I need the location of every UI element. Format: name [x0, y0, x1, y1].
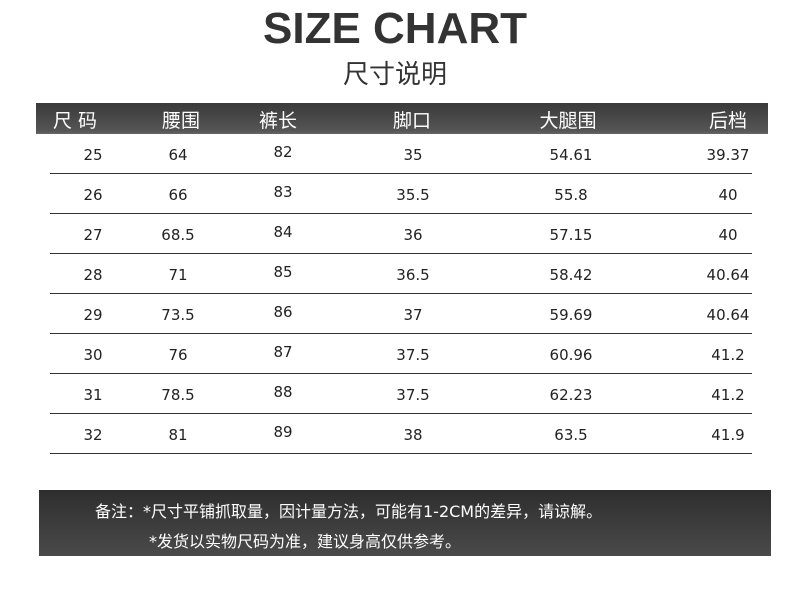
note-line-1: 备注：*尺寸平铺抓取量，因计量方法，可能有1-2CM的差异，请谅解。 [95, 502, 603, 521]
table-row: 30 76 87 37.5 60.96 41.2 [0, 334, 790, 374]
table-cell: 26 [83, 186, 103, 204]
table-cell: 39.37 [706, 146, 750, 164]
table-cell: 73.5 [161, 306, 195, 324]
table-cell: 37.5 [396, 386, 430, 404]
row-divider [50, 333, 752, 334]
row-divider [50, 253, 752, 254]
row-divider [50, 213, 752, 214]
table-cell: 57.15 [549, 226, 593, 244]
table-cell: 29 [83, 306, 103, 324]
table-cell: 40.64 [706, 306, 750, 324]
table-cell: 40 [718, 226, 738, 244]
table-cell: 35.5 [396, 186, 430, 204]
table-cell: 88 [273, 383, 293, 401]
table-cell: 30 [83, 346, 103, 364]
table-header: 尺 码 腰围 裤长 脚口 大腿围 后档 [36, 103, 768, 134]
table-row: 29 73.5 86 37 59.69 40.64 [0, 294, 790, 334]
table-cell: 54.61 [549, 146, 593, 164]
table-cell: 38 [403, 426, 423, 444]
note-line-2: *发货以实物尺码为准，建议身高仅供参考。 [149, 532, 462, 551]
table-row: 26 66 83 35.5 55.8 40 [0, 174, 790, 214]
table-cell: 59.69 [549, 306, 593, 324]
table-cell: 85 [273, 263, 293, 281]
table-cell: 41.2 [711, 386, 745, 404]
page-title: SIZE CHART [263, 4, 527, 53]
table-cell: 37 [403, 306, 423, 324]
column-header: 腰围 [161, 110, 201, 132]
table-row: 28 71 85 36.5 58.42 40.64 [0, 254, 790, 294]
table-cell: 40 [718, 186, 738, 204]
table-cell: 36.5 [396, 266, 430, 284]
table-cell: 35 [403, 146, 423, 164]
table-cell: 84 [273, 223, 293, 241]
table-cell: 58.42 [549, 266, 593, 284]
table-cell: 55.8 [554, 186, 588, 204]
table-row: 31 78.5 88 37.5 62.23 41.2 [0, 374, 790, 414]
table-row: 32 81 89 38 63.5 41.9 [0, 414, 790, 454]
table-cell: 82 [273, 143, 293, 161]
table-cell: 81 [168, 426, 188, 444]
table-cell: 83 [273, 183, 293, 201]
table-cell: 31 [83, 386, 103, 404]
table-cell: 87 [273, 343, 293, 361]
row-divider [50, 173, 752, 174]
table-cell: 36 [403, 226, 423, 244]
table-cell: 28 [83, 266, 103, 284]
table-cell: 32 [83, 426, 103, 444]
table-cell: 86 [273, 303, 293, 321]
table-cell: 37.5 [396, 346, 430, 364]
column-header: 后档 [708, 110, 748, 132]
table-cell: 76 [168, 346, 188, 364]
row-divider [50, 453, 752, 454]
column-header: 裤长 [258, 110, 298, 132]
table-cell: 64 [168, 146, 188, 164]
page-subtitle: 尺寸说明 [342, 60, 447, 90]
table-cell: 41.2 [711, 346, 745, 364]
row-divider [50, 373, 752, 374]
table-cell: 66 [168, 186, 188, 204]
table-cell: 78.5 [161, 386, 195, 404]
row-divider [50, 293, 752, 294]
column-header: 脚口 [392, 110, 432, 132]
table-cell: 68.5 [161, 226, 195, 244]
notes-box: 备注：*尺寸平铺抓取量，因计量方法，可能有1-2CM的差异，请谅解。 *发货以实… [39, 490, 771, 556]
table-cell: 60.96 [549, 346, 593, 364]
table-cell: 71 [168, 266, 188, 284]
table-cell: 62.23 [549, 386, 593, 404]
column-header: 大腿围 [539, 110, 597, 132]
column-header: 尺 码 [52, 110, 98, 132]
table-row: 27 68.5 84 36 57.15 40 [0, 214, 790, 254]
table-row: 25 64 82 35 54.61 39.37 [0, 134, 790, 174]
table-cell: 41.9 [711, 426, 745, 444]
row-divider [50, 413, 752, 414]
table-cell: 89 [273, 423, 293, 441]
table-cell: 40.64 [706, 266, 750, 284]
table-cell: 27 [83, 226, 103, 244]
table-cell: 63.5 [554, 426, 588, 444]
table-cell: 25 [83, 146, 103, 164]
